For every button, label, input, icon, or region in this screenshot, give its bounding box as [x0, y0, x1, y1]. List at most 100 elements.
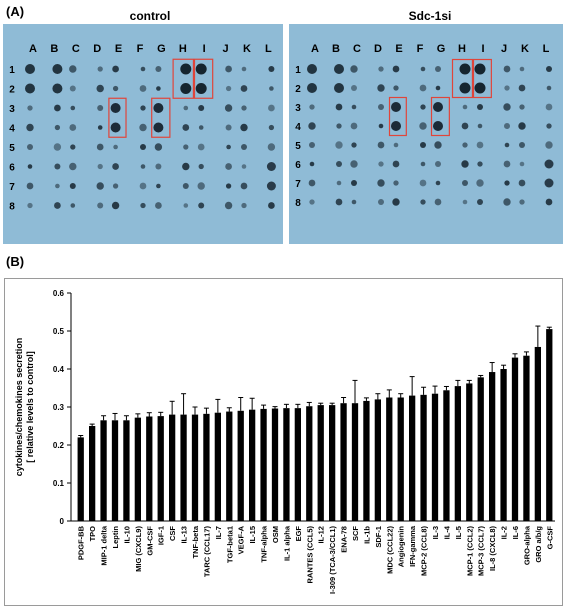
blot-dot — [26, 182, 34, 190]
blot-dot — [420, 104, 426, 110]
blot-dot — [97, 163, 103, 170]
blot-dot — [378, 123, 384, 129]
bar — [260, 408, 267, 521]
category-label: PDGF-BB — [77, 525, 86, 560]
column-label: L — [543, 43, 550, 55]
bar-chart: 0 0.1 0.2 0.3 0.4 0.5 0.6 cytokines/chemokines … — [4, 278, 563, 606]
blot-dot — [335, 141, 343, 149]
row-label: 8 — [9, 202, 15, 213]
blot-dot — [70, 105, 76, 111]
row-label: 3 — [9, 104, 15, 115]
column-label: I — [203, 43, 206, 55]
blot-dot — [309, 142, 315, 148]
highlight-box — [108, 97, 127, 138]
category-label: IL-5 — [454, 526, 463, 539]
y-tick-label: 0 — [60, 517, 65, 526]
bar — [203, 413, 210, 521]
blot-dot — [420, 66, 426, 72]
blot-dot — [241, 164, 247, 169]
blot-dot — [267, 143, 276, 151]
blot-dot — [459, 82, 471, 94]
blot-dot — [392, 198, 400, 206]
bar — [249, 409, 256, 521]
blot-dot — [519, 142, 525, 148]
blot-dot — [197, 143, 205, 151]
bar — [134, 417, 141, 521]
category-label: MCP-1 (CCL2) — [465, 525, 474, 576]
blot-dot — [462, 104, 468, 110]
bar — [146, 416, 153, 521]
blot-dot — [27, 105, 33, 111]
blot-dot — [155, 202, 162, 209]
blot-dot — [350, 122, 358, 130]
bar — [523, 355, 530, 521]
category-label: EGF — [294, 526, 303, 542]
blot-dot — [153, 103, 164, 113]
blot-dot — [351, 199, 357, 205]
bar — [77, 437, 84, 521]
blot-dot — [225, 124, 232, 131]
y-tick-label: 0.2 — [53, 441, 65, 450]
blot-dot — [140, 66, 146, 72]
row-label: 6 — [295, 160, 301, 171]
blot-dot — [154, 143, 163, 151]
blot-dot — [419, 84, 427, 92]
blot-dot — [240, 85, 248, 92]
sdc1si-membrane-title: Sdc-1si — [408, 9, 452, 23]
blot-dot — [519, 199, 525, 205]
blot-dot — [52, 64, 63, 74]
row-label: 2 — [295, 84, 301, 95]
blot-dot — [335, 103, 343, 111]
blot-dot — [195, 63, 207, 75]
category-label: IFN-gamma — [408, 525, 417, 567]
blot-dot — [198, 105, 205, 111]
category-label: TNF-alpha — [260, 525, 269, 562]
bar-chart-svg: 0 0.1 0.2 0.3 0.4 0.5 0.6 cytokines/chemokines … — [14, 289, 555, 594]
blot-dot — [351, 85, 357, 91]
category-label: IL-8 (CXCL8) — [488, 525, 497, 571]
y-tick-label: 0.1 — [53, 479, 65, 488]
bar — [500, 369, 507, 521]
highlight-box — [193, 58, 214, 99]
blot-dot — [545, 198, 553, 206]
blot-dot — [546, 85, 552, 91]
blot-dot — [225, 85, 232, 92]
highlight-box — [172, 58, 195, 99]
bar — [397, 397, 404, 521]
blot-dot — [546, 66, 552, 72]
column-label: L — [265, 43, 272, 55]
row-label: 4 — [9, 124, 15, 135]
blot-dot — [351, 142, 357, 148]
column-label: H — [179, 43, 187, 55]
blot-dot — [307, 64, 317, 74]
bar — [489, 372, 496, 521]
blot-dot — [69, 183, 76, 189]
blot-dot — [268, 202, 275, 209]
blot-dot — [544, 178, 554, 188]
bar — [100, 420, 107, 521]
category-label: Leptin — [111, 526, 120, 549]
category-label: MCP-2 (CCL8) — [420, 525, 429, 576]
blot-dot — [69, 124, 77, 131]
blot-dot — [198, 202, 205, 209]
blot-dot — [225, 183, 232, 189]
blot-dot — [503, 160, 511, 168]
blot-dot — [462, 199, 468, 205]
blot-dot — [180, 63, 192, 75]
y-axis-label: cytokines/chemokines secretion[ relative… — [14, 338, 35, 477]
blot-dot — [153, 122, 164, 133]
row-label: 8 — [295, 198, 301, 209]
bar — [340, 403, 347, 521]
blot-dot — [240, 182, 248, 190]
blot-dot — [474, 63, 486, 75]
column-label: A — [311, 43, 319, 55]
blot-dot — [112, 163, 119, 170]
column-label: G — [157, 43, 166, 55]
blot-dot — [97, 66, 103, 72]
blot-dot — [224, 201, 233, 210]
blot-dot — [377, 84, 385, 92]
row-label: 7 — [295, 179, 301, 190]
category-label: OSM — [271, 526, 280, 543]
blot-dot — [25, 83, 35, 94]
